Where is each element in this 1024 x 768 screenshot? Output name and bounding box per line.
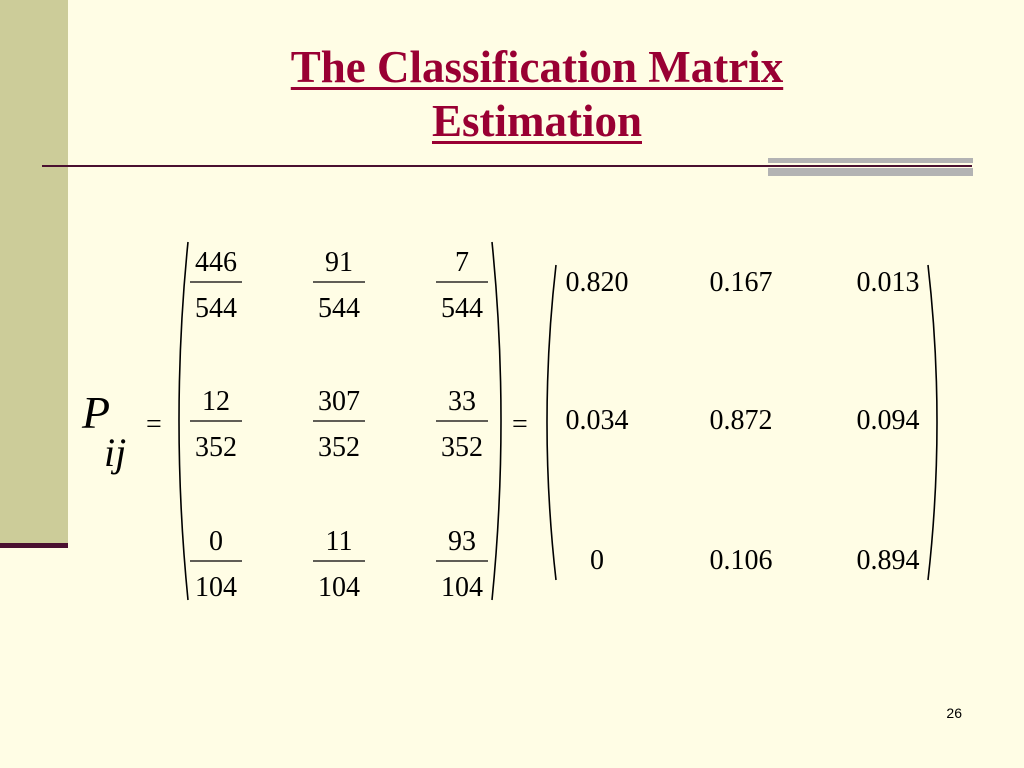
divider-accent [768,158,973,178]
decimal-cell-r1c3: 0.013 [857,267,920,298]
decimal-cell-r2c1: 0.034 [566,405,629,436]
fraction-numerator-r3c2: 11 [326,526,353,557]
decimal-cell-r1c1: 0.820 [566,267,629,298]
fraction-denominator-r1c1: 544 [195,293,237,324]
title-divider [42,165,972,167]
title-line-1: The Classification Matrix [290,42,784,92]
left-matrix-open-paren [178,241,189,601]
side-bar-accent [0,543,68,548]
lhs-subscript: ij [104,430,126,475]
right-matrix-open-paren [546,264,557,581]
fraction-denominator-r2c2: 352 [318,432,360,463]
decimal-cell-r3c3: 0.894 [857,545,920,576]
left-matrix-close-paren [491,241,502,601]
fraction-denominator-r1c3: 544 [441,293,483,324]
equals-sign-2: = [512,409,528,440]
right-matrix-close-paren [927,264,938,581]
decimal-cell-r3c2: 0.106 [710,545,773,576]
slide-title: The Classification Matrix Estimation [70,40,1004,148]
lhs-symbol: P [81,387,110,438]
fraction-numerator-r3c3: 93 [448,526,476,557]
decimal-matrix: 0.820 0.167 0.013 0.034 0.872 0.094 0 0.106 0.89… [566,267,920,576]
fraction-denominator-r1c2: 544 [318,293,360,324]
fraction-numerator-r3c1: 0 [209,526,223,557]
decimal-cell-r1c2: 0.167 [710,267,773,298]
equals-sign-1: = [146,409,162,440]
decimal-cell-r2c2: 0.872 [710,405,773,436]
decimal-cell-r2c3: 0.094 [857,405,920,436]
fraction-denominator-r2c3: 352 [441,432,483,463]
fraction-denominator-r3c1: 104 [195,572,237,603]
fraction-matrix: 446 544 91 544 7 544 12 352 307 352 33 352 0 104 11 104… [190,247,488,603]
fraction-denominator-r3c3: 104 [441,572,483,603]
fraction-numerator-r1c2: 91 [325,247,353,278]
fraction-numerator-r1c1: 446 [195,247,237,278]
fraction-numerator-r1c3: 7 [455,247,469,278]
fraction-denominator-r2c1: 352 [195,432,237,463]
fraction-numerator-r2c3: 33 [448,386,476,417]
fraction-numerator-r2c2: 307 [318,386,360,417]
page-number: 26 [946,705,962,721]
side-bar [0,0,68,545]
fraction-numerator-r2c1: 12 [202,386,230,417]
fraction-denominator-r3c2: 104 [318,572,360,603]
decimal-cell-r3c1: 0 [590,545,604,576]
title-line-2: Estimation [431,96,642,146]
